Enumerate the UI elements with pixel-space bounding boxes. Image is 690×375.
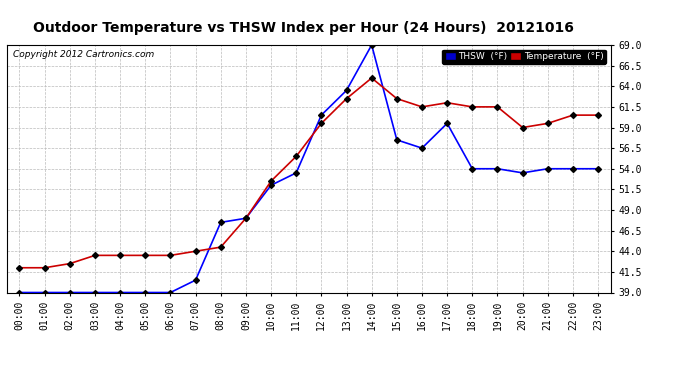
Text: Outdoor Temperature vs THSW Index per Hour (24 Hours)  20121016: Outdoor Temperature vs THSW Index per Ho… <box>33 21 574 34</box>
Text: Copyright 2012 Cartronics.com: Copyright 2012 Cartronics.com <box>13 50 154 59</box>
Legend: THSW  (°F), Temperature  (°F): THSW (°F), Temperature (°F) <box>442 50 606 64</box>
